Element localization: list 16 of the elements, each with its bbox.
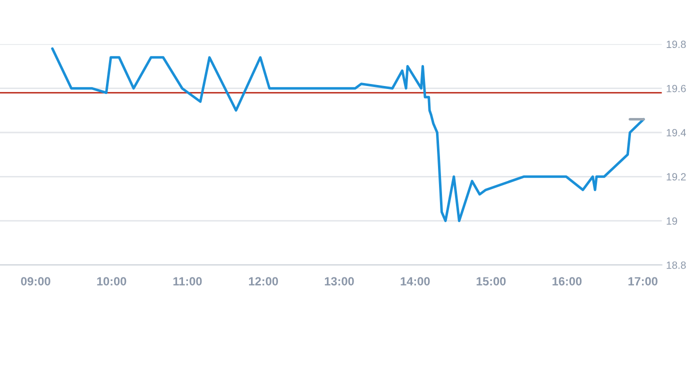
- x-tick-label: 14:00: [400, 277, 430, 286]
- y-tick-label: 19.6: [666, 84, 686, 92]
- y-tick-label: 18.8: [666, 261, 686, 269]
- x-tick-label: 15:00: [476, 277, 506, 286]
- y-tick-label: 19.2: [666, 173, 686, 181]
- line-series: [51, 47, 645, 222]
- x-tick-label: 17:00: [628, 277, 658, 286]
- x-tick-label: 10:00: [97, 277, 126, 286]
- y-tick-label: 19.8: [666, 40, 686, 48]
- y-tick-label: 19.4: [666, 128, 686, 136]
- x-tick-label: 16:00: [552, 277, 582, 286]
- y-tick-label: 19: [666, 217, 678, 225]
- x-tick-label: 12:00: [249, 277, 278, 286]
- x-tick-label: 09:00: [21, 277, 50, 286]
- x-tick-label: 13:00: [324, 277, 354, 286]
- x-tick-label: 11:00: [173, 277, 202, 286]
